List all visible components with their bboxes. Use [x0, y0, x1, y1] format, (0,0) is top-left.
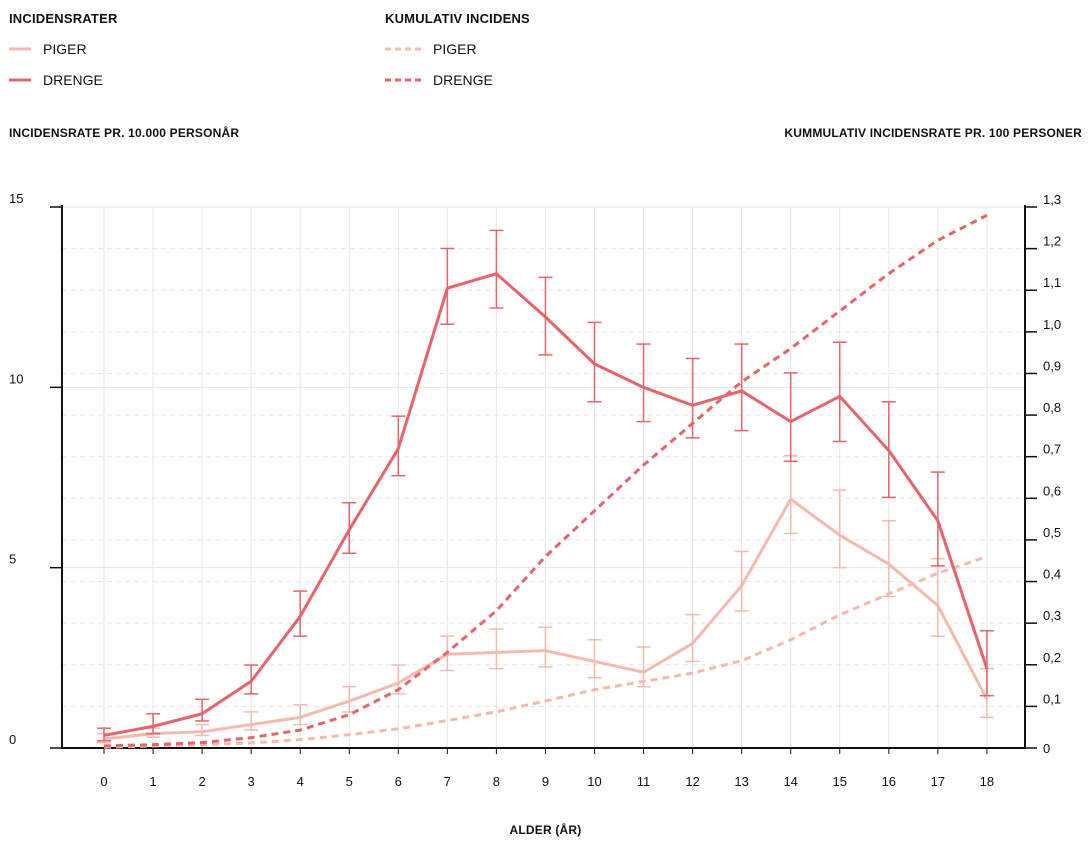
right-tick-label: 0,2 [1043, 650, 1061, 665]
x-tick-label: 0 [100, 774, 107, 789]
x-tick-label: 6 [395, 774, 402, 789]
legend-item-cum-boys: DRENGE [385, 72, 493, 88]
x-tick-label: 14 [783, 774, 797, 789]
legend-line-boys-solid [9, 78, 31, 82]
x-tick-label: 7 [444, 774, 451, 789]
right-tick-label: 0 [1043, 741, 1050, 756]
x-tick-label: 8 [493, 774, 500, 789]
legend-item-boys: DRENGE [9, 72, 103, 88]
legend-item-cum-girls: PIGER [385, 41, 477, 57]
right-tick-label: 1,2 [1043, 234, 1061, 249]
x-tick-label: 2 [198, 774, 205, 789]
x-tick-label: 4 [297, 774, 304, 789]
right-axis-title: KUMMULATIV INCIDENSRATE PR. 100 PERSONER [784, 126, 1082, 140]
x-tick-label: 16 [882, 774, 896, 789]
legend-line-girls-solid [9, 47, 31, 51]
x-tick-label: 5 [346, 774, 353, 789]
legend-boys-label: DRENGE [43, 72, 103, 88]
legend-item-girls: PIGER [9, 41, 87, 57]
x-tick-label: 17 [931, 774, 945, 789]
right-tick-label: 0,9 [1043, 358, 1061, 373]
left-tick-label: 5 [9, 552, 16, 567]
x-tick-label: 11 [637, 774, 651, 789]
legend-cumulative-title: KUMULATIV INCIDENS [385, 11, 530, 26]
series-layer [97, 213, 994, 749]
right-tick-label: 0,8 [1043, 400, 1061, 415]
right-tick-label: 1,1 [1043, 275, 1061, 290]
right-tick-label: 0,7 [1043, 442, 1061, 457]
x-tick-label: 10 [587, 774, 601, 789]
legend-line-boys-dashed [385, 78, 421, 82]
x-tick-label: 1 [149, 774, 156, 789]
right-tick-label: 0,6 [1043, 483, 1061, 498]
legend-cum-boys-label: DRENGE [433, 72, 493, 88]
left-tick-label: 0 [9, 732, 16, 747]
legend-girls-label: PIGER [43, 41, 87, 57]
x-axis-title: ALDER (ÅR) [509, 823, 582, 837]
series-line-drenge-dashed [103, 213, 988, 748]
right-tick-label: 1,0 [1043, 317, 1061, 332]
right-tick-label: 0,4 [1043, 567, 1061, 582]
x-tick-label: 9 [542, 774, 549, 789]
x-tick-label: 3 [248, 774, 255, 789]
right-tick-label: 0,1 [1043, 691, 1061, 706]
legend-cum-girls-label: PIGER [433, 41, 477, 57]
left-axis-title: INCIDENSRATE PR. 10.000 PERSONÅR [9, 126, 240, 140]
tick-label-layer: 05101500,10,20,30,40,50,60,70,80,91,01,1… [9, 191, 1061, 789]
x-tick-label: 15 [833, 774, 847, 789]
chart-area: 05101500,10,20,30,40,50,60,70,80,91,01,1… [9, 191, 1061, 789]
right-tick-label: 1,3 [1043, 192, 1061, 207]
right-tick-label: 0,5 [1043, 525, 1061, 540]
right-tick-label: 0,3 [1043, 608, 1061, 623]
x-tick-label: 18 [980, 774, 994, 789]
x-tick-label: 12 [685, 774, 699, 789]
legend-rates-title: INCIDENSRATER [9, 11, 118, 26]
series-line-piger-dashed [103, 555, 988, 749]
x-tick-label: 13 [734, 774, 748, 789]
left-tick-label: 10 [9, 371, 23, 386]
axis-layer [50, 205, 1037, 754]
left-tick-label: 15 [9, 191, 23, 206]
legend-line-girls-dashed [385, 47, 421, 51]
